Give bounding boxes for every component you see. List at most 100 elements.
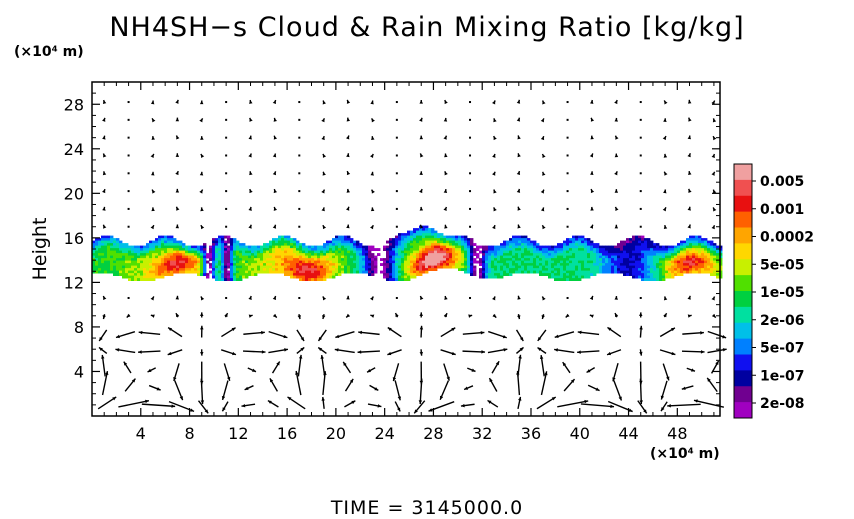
heat-cell <box>116 260 120 264</box>
heat-cell <box>296 248 300 251</box>
heat-cell <box>542 255 546 259</box>
heat-cell <box>146 245 150 249</box>
heat-cell <box>491 275 495 279</box>
heat-cell <box>254 248 258 251</box>
heat-cell <box>164 258 168 261</box>
wind-arrow-head <box>589 314 594 318</box>
heat-cell <box>305 265 309 269</box>
heat-cell <box>104 268 108 271</box>
heat-cell <box>122 270 126 274</box>
heat-cell <box>308 278 312 281</box>
heat-cell <box>101 265 105 269</box>
wind-arrow-head <box>232 351 237 356</box>
heat-cell <box>179 243 183 246</box>
heat-cell <box>119 243 123 246</box>
heat-cell <box>104 255 108 259</box>
heat-cell <box>608 270 612 274</box>
heat-cell <box>176 240 180 244</box>
heat-cell <box>566 238 570 241</box>
heat-cell <box>368 253 372 256</box>
wind-arrow-head <box>224 313 228 318</box>
heat-cell <box>410 230 414 234</box>
heat-cell <box>344 245 348 249</box>
heat-cell <box>353 255 357 259</box>
heat-cell <box>419 238 423 241</box>
heat-cell <box>593 263 597 266</box>
heat-cell <box>401 255 405 259</box>
heat-cell <box>380 270 384 274</box>
heat-cell <box>260 255 264 259</box>
heat-cell <box>542 250 546 254</box>
heat-cell <box>425 248 429 251</box>
heat-cell <box>332 273 336 276</box>
heat-cell <box>287 270 291 274</box>
heat-cell <box>641 255 645 259</box>
heat-cell <box>323 250 327 254</box>
wind-arrow-head <box>711 296 715 301</box>
heat-cell <box>425 230 429 234</box>
wind-arrow-head <box>577 350 581 354</box>
heat-cell <box>302 260 306 264</box>
heat-cell <box>227 238 231 241</box>
heat-cell <box>404 243 408 246</box>
heat-cell <box>404 235 408 239</box>
heat-cell <box>569 270 573 274</box>
heat-cell <box>185 245 189 249</box>
wind-arrow-head <box>607 351 612 356</box>
heat-cell <box>713 265 717 269</box>
heat-cell <box>329 253 333 256</box>
heat-cell <box>662 260 666 264</box>
heat-cell <box>98 260 102 264</box>
wind-arrow-head <box>346 224 350 229</box>
heat-cell <box>269 253 273 256</box>
heat-cell <box>650 255 654 259</box>
heat-cell <box>248 245 252 249</box>
heat-cell <box>689 258 693 261</box>
heat-cell <box>431 253 435 256</box>
heat-cell <box>632 245 636 249</box>
heat-cell <box>176 255 180 259</box>
heat-cell <box>230 260 234 264</box>
heat-cell <box>539 255 543 259</box>
heat-cell <box>395 245 399 249</box>
heat-cell <box>203 253 207 256</box>
heat-cell <box>137 258 141 261</box>
heat-cell <box>284 273 288 276</box>
heat-cell <box>302 255 306 259</box>
heat-cell <box>713 250 717 254</box>
heat-cell <box>656 275 660 279</box>
heat-cell <box>203 273 207 276</box>
heat-cell <box>92 265 96 269</box>
heat-cell <box>632 243 636 246</box>
wind-arrow-head <box>226 376 231 381</box>
heat-cell <box>431 248 435 251</box>
heat-cell <box>455 260 459 264</box>
heat-cell <box>533 255 537 259</box>
heat-cell <box>641 235 645 239</box>
heat-cell <box>431 230 435 234</box>
heat-cell <box>269 258 273 261</box>
heat-cell <box>488 268 492 271</box>
heat-cell <box>536 263 540 266</box>
heat-cell <box>401 250 405 254</box>
heat-cell <box>371 258 375 261</box>
heat-cell <box>500 268 504 271</box>
heat-cell <box>428 230 432 234</box>
heat-cell <box>530 255 534 259</box>
heat-cell <box>512 248 516 251</box>
heat-cell <box>578 255 582 259</box>
heat-cell <box>602 255 606 259</box>
heat-cell <box>566 245 570 249</box>
heat-cell <box>149 275 153 279</box>
heat-cell <box>143 245 147 249</box>
wind-arrow-head <box>440 395 444 400</box>
heat-cell <box>122 258 126 261</box>
heat-cell <box>230 240 234 244</box>
heat-cell <box>149 253 153 256</box>
heat-cell <box>104 250 108 254</box>
heat-cell <box>686 263 690 266</box>
heat-cell <box>407 270 411 274</box>
heat-cell <box>644 265 648 269</box>
heat-cell <box>698 238 702 241</box>
heat-cell <box>689 245 693 249</box>
